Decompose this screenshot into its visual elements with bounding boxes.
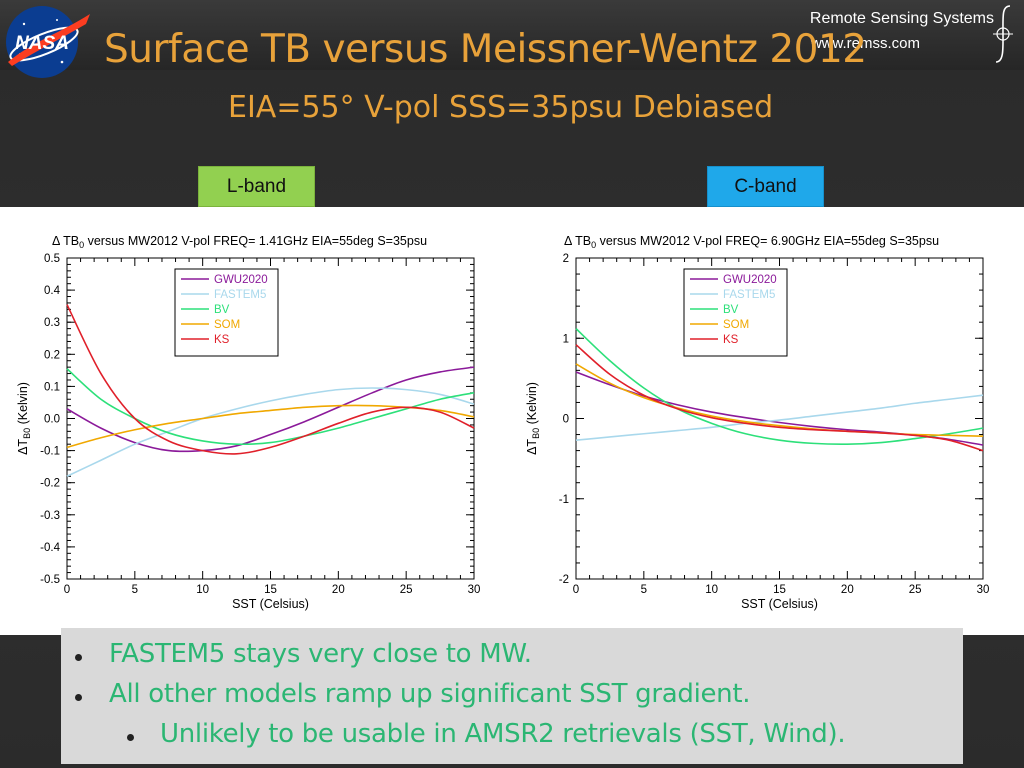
x-tick-label: 10 xyxy=(196,584,209,596)
legend-label: GWU2020 xyxy=(723,274,777,286)
c-band-chart: Δ TB0 versus MW2012 V-pol FREQ= 6.90GHz … xyxy=(525,234,990,611)
x-tick-label: 20 xyxy=(841,584,854,596)
y-tick-label: -0.2 xyxy=(40,478,60,490)
y-tick-label: -0.1 xyxy=(40,446,60,458)
series-line-bv xyxy=(66,368,475,446)
plot-panel: Δ TB0 versus MW2012 V-pol FREQ= 1.41GHz … xyxy=(0,207,1024,635)
y-tick-label: 0 xyxy=(563,414,569,426)
bullet-dot xyxy=(127,734,134,741)
legend-label: GWU2020 xyxy=(214,274,268,286)
org-url: www.remss.com xyxy=(810,35,920,52)
x-tick-label: 25 xyxy=(909,584,922,596)
legend-label: SOM xyxy=(723,319,749,331)
legend-label: FASTEM5 xyxy=(723,289,775,301)
chart-title-rest: versus MW2012 V-pol FREQ= 1.41GHz EIA=55… xyxy=(84,234,427,248)
y-tick-label: 0.2 xyxy=(44,349,60,361)
x-tick-label: 25 xyxy=(400,584,413,596)
y-tick-label: -0.5 xyxy=(40,574,60,586)
series-line-bv xyxy=(575,328,984,446)
x-tick-label: 5 xyxy=(641,584,647,596)
y-axis-label-rest: (Kelvin) xyxy=(525,382,539,428)
series-line-som xyxy=(575,363,984,437)
bullet-dot xyxy=(75,654,82,661)
legend-label: KS xyxy=(214,334,230,346)
bullet-1: FASTEM5 stays very close to MW. xyxy=(109,639,532,669)
x-tick-label: 5 xyxy=(132,584,138,596)
series-line-fastem5 xyxy=(575,394,984,441)
nasa-logo: NASA xyxy=(6,6,90,78)
y-tick-label: 0.4 xyxy=(44,285,61,297)
l-band-chart: Δ TB0 versus MW2012 V-pol FREQ= 1.41GHz … xyxy=(16,234,481,611)
slide-subtitle: EIA=55° V-pol SSS=35psu Debiased xyxy=(228,90,774,125)
chart-title-subscript: 0 xyxy=(79,240,84,250)
x-tick-label: 20 xyxy=(332,584,345,596)
series-line-ks xyxy=(575,344,984,452)
y-tick-label: -1 xyxy=(559,494,569,506)
slide-title: Surface TB versus Meissner-Wentz 2012 xyxy=(104,27,867,72)
series-line-ks xyxy=(66,304,475,455)
legend-box xyxy=(174,268,279,357)
y-axis-label-main: ΔT xyxy=(525,439,539,455)
y-axis-label-main: ΔT xyxy=(16,439,30,455)
rss-logo-mark xyxy=(993,5,1013,63)
chart-title: Δ TB0 versus MW2012 V-pol FREQ= 1.41GHz … xyxy=(52,234,427,250)
y-tick-label: 0.3 xyxy=(44,317,60,329)
y-axis-label-subscript: B0 xyxy=(22,428,32,439)
bullet-3: Unlikely to be usable in AMSR2 retrieval… xyxy=(160,719,846,749)
chart-title-rest: versus MW2012 V-pol FREQ= 6.90GHz EIA=55… xyxy=(596,234,939,248)
x-tick-label: 15 xyxy=(773,584,786,596)
y-tick-label: 0.0 xyxy=(44,414,60,426)
bullet-dot xyxy=(75,694,82,701)
series-line-fastem5 xyxy=(66,387,475,478)
y-tick-label: 0.5 xyxy=(44,253,60,265)
x-axis-label: SST (Celsius) xyxy=(741,597,818,611)
x-tick-label: 0 xyxy=(573,584,579,596)
y-tick-label: 0.1 xyxy=(44,381,60,393)
legend-label: FASTEM5 xyxy=(214,289,266,301)
y-axis-label-subscript: B0 xyxy=(531,428,541,439)
nasa-logo-text: NASA xyxy=(15,33,69,54)
series-line-gwu2020 xyxy=(66,366,475,453)
chart-title-main: Δ TB xyxy=(52,234,79,248)
legend-label: BV xyxy=(214,304,230,316)
legend-label: KS xyxy=(723,334,739,346)
l-band-label: L-band xyxy=(198,166,315,207)
org-name: Remote Sensing Systems xyxy=(809,10,994,27)
y-tick-label: -0.4 xyxy=(40,542,60,554)
y-axis-label-rest: (Kelvin) xyxy=(16,382,30,428)
chart-title-main: Δ TB xyxy=(564,234,591,248)
x-tick-label: 10 xyxy=(705,584,718,596)
x-tick-label: 30 xyxy=(977,584,990,596)
x-axis-label: SST (Celsius) xyxy=(232,597,309,611)
y-axis-label: ΔTB0 (Kelvin) xyxy=(16,382,32,455)
x-tick-label: 15 xyxy=(264,584,277,596)
x-tick-label: 30 xyxy=(468,584,481,596)
y-tick-label: -2 xyxy=(559,574,569,586)
legend-label: SOM xyxy=(214,319,240,331)
x-tick-label: 0 xyxy=(64,584,70,596)
header-band xyxy=(0,0,1024,70)
c-band-label: C-band xyxy=(707,166,824,207)
legend-box xyxy=(683,268,788,357)
legend-label: BV xyxy=(723,304,739,316)
notes-box: FASTEM5 stays very close to MW. All othe… xyxy=(61,628,963,764)
chart-title-subscript: 0 xyxy=(591,240,596,250)
bullet-2: All other models ramp up significant SST… xyxy=(109,679,751,709)
y-tick-label: -0.3 xyxy=(40,510,60,522)
y-tick-label: 1 xyxy=(563,333,569,345)
chart-title: Δ TB0 versus MW2012 V-pol FREQ= 6.90GHz … xyxy=(564,234,939,250)
y-tick-label: 2 xyxy=(563,253,569,265)
y-axis-label: ΔTB0 (Kelvin) xyxy=(525,382,541,455)
